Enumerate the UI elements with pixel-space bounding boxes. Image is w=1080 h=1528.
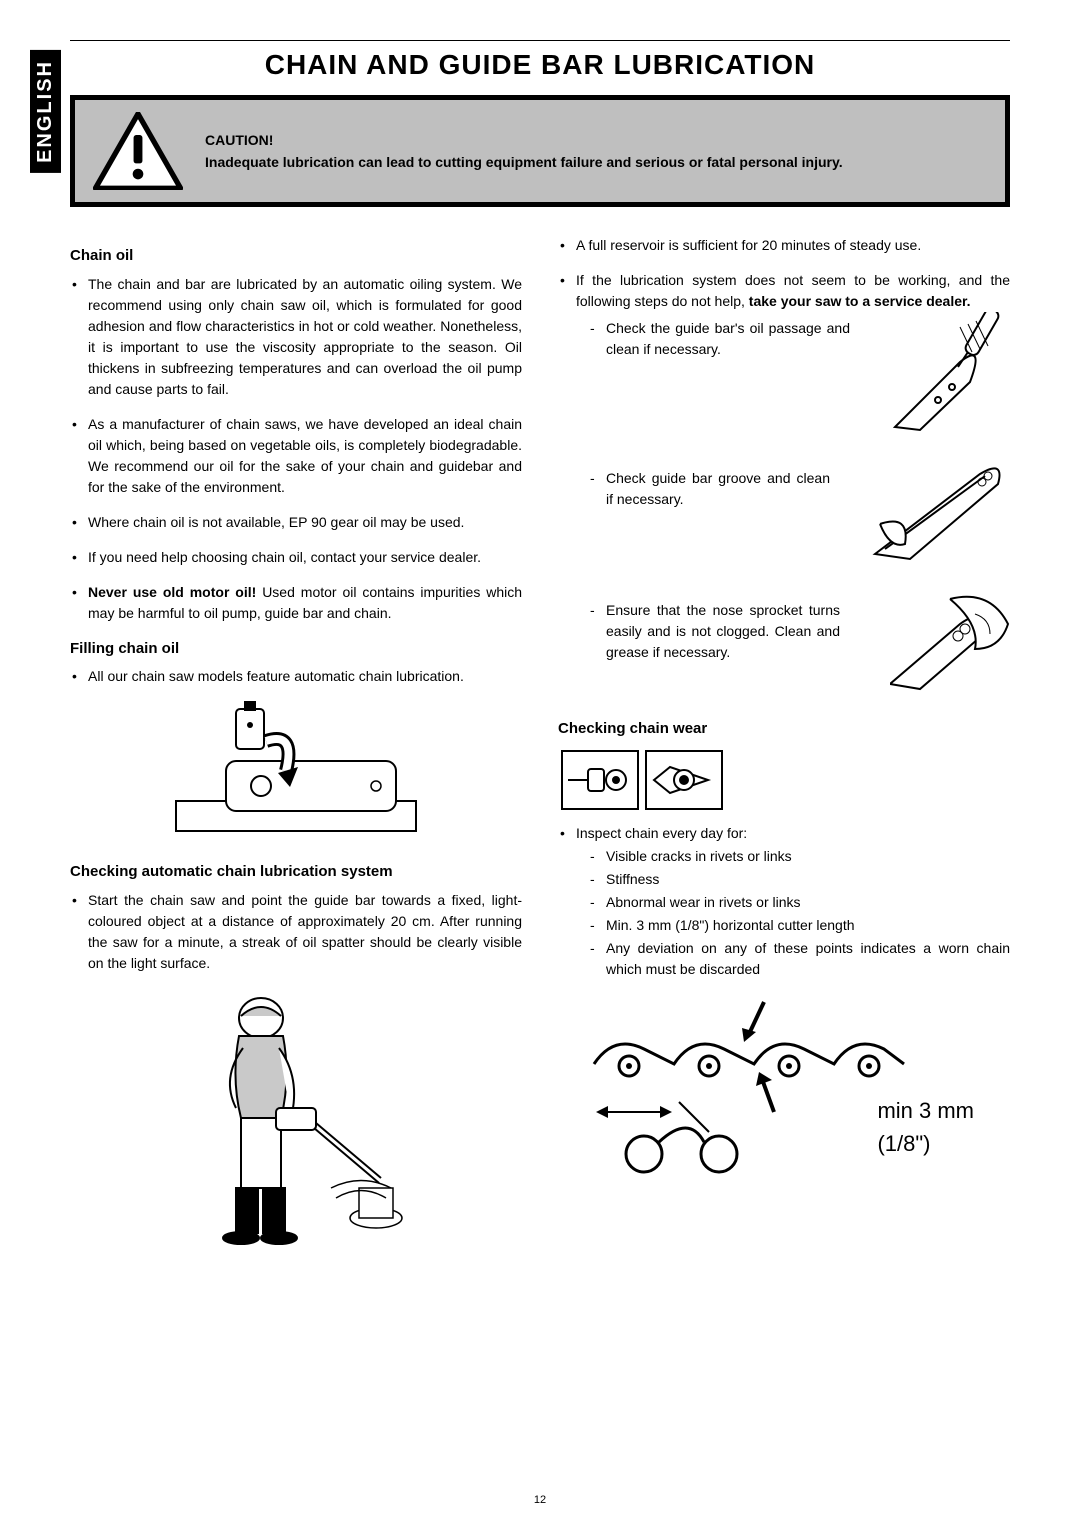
caution-box: CAUTION! Inadequate lubrication can lead… bbox=[70, 95, 1010, 207]
dash-item: Ensure that the nose sprocket turns easi… bbox=[590, 600, 840, 663]
heading-filling: Filling chain oil bbox=[70, 638, 522, 661]
guidebar-groove-icon bbox=[870, 454, 1010, 564]
language-tab: ENGLISH bbox=[30, 50, 61, 173]
dash-item: Any deviation on any of these points ind… bbox=[590, 938, 1010, 980]
page-title: CHAIN AND GUIDE BAR LUBRICATION bbox=[70, 49, 1010, 81]
screwdriver-bar-icon bbox=[890, 312, 1010, 432]
bold-span: Never use old motor oil! bbox=[88, 584, 256, 600]
para: Inspect chain every day for: Visible cra… bbox=[558, 823, 1010, 980]
dash-item: Check guide bar groove and clean if nece… bbox=[590, 468, 830, 510]
caution-body: Inadequate lubrication can lead to cutti… bbox=[205, 154, 843, 170]
chain-min-label-1: min 3 mm bbox=[877, 1098, 974, 1123]
para: The chain and bar are lubricated by an a… bbox=[70, 274, 522, 400]
operator-illustration bbox=[181, 988, 411, 1248]
para: A full reservoir is sufficient for 20 mi… bbox=[558, 235, 1010, 256]
heading-chain-wear: Checking chain wear bbox=[558, 718, 1010, 741]
filling-oil-illustration bbox=[166, 701, 426, 851]
left-column: Chain oil The chain and bar are lubricat… bbox=[70, 235, 522, 1254]
para: If you need help choosing chain oil, con… bbox=[70, 547, 522, 568]
caution-head: CAUTION! bbox=[205, 130, 843, 150]
heading-chain-oil: Chain oil bbox=[70, 245, 522, 268]
right-column: A full reservoir is sufficient for 20 mi… bbox=[558, 235, 1010, 1254]
bold-span: take your saw to a service dealer. bbox=[749, 293, 971, 309]
para: As a manufacturer of chain saws, we have… bbox=[70, 414, 522, 498]
para: All our chain saw models feature automat… bbox=[70, 666, 522, 687]
content-columns: Chain oil The chain and bar are lubricat… bbox=[70, 235, 1010, 1254]
page-number: 12 bbox=[0, 1494, 1080, 1506]
para: If the lubrication system does not seem … bbox=[558, 270, 1010, 700]
para: Start the chain saw and point the guide … bbox=[70, 890, 522, 974]
chain-figure: min 3 mm (1/8") bbox=[584, 994, 984, 1190]
dash-item: Abnormal wear in rivets or links bbox=[590, 892, 1010, 913]
para: Where chain oil is not available, EP 90 … bbox=[70, 512, 522, 533]
wear-diagram-icon bbox=[558, 747, 728, 817]
text-span: Inspect chain every day for: bbox=[576, 825, 747, 841]
top-rule bbox=[70, 40, 1010, 41]
para: Never use old motor oil! Used motor oil … bbox=[70, 582, 522, 624]
dash-item: Stiffness bbox=[590, 869, 1010, 890]
dash-item: Check the guide bar's oil passage and cl… bbox=[590, 318, 850, 360]
heading-check-system: Checking automatic chain lubrication sys… bbox=[70, 861, 522, 884]
dash-item: Visible cracks in rivets or links bbox=[590, 846, 1010, 867]
warning-triangle-icon bbox=[93, 112, 183, 190]
caution-text: CAUTION! Inadequate lubrication can lead… bbox=[205, 130, 843, 173]
nose-sprocket-icon bbox=[890, 594, 1010, 694]
dash-item: Min. 3 mm (1/8") horizontal cutter lengt… bbox=[590, 915, 1010, 936]
chain-min-label-2: (1/8") bbox=[877, 1131, 930, 1156]
